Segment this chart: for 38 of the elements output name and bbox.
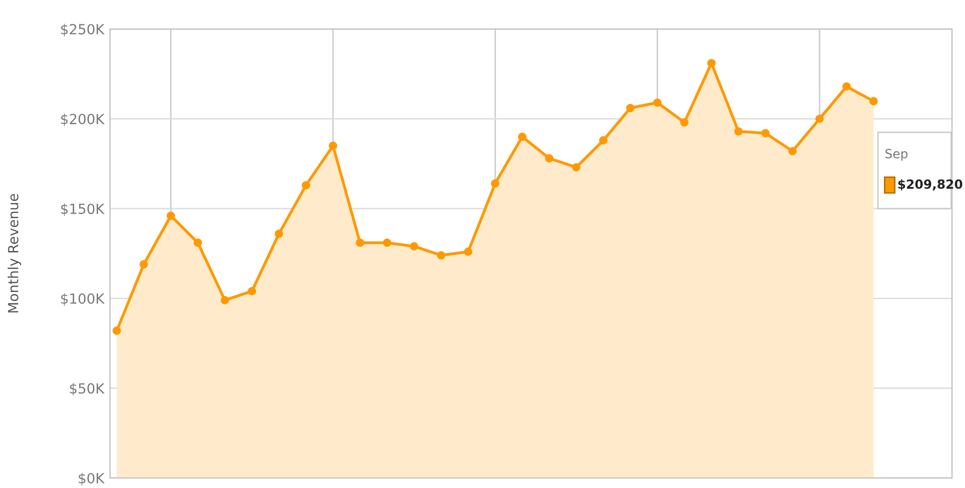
point (356, 238, 364, 247)
point (464, 248, 472, 256)
point (274, 230, 284, 238)
point (788, 146, 797, 156)
annotation: Sep (885, 148, 908, 161)
point (707, 58, 716, 68)
point (626, 104, 635, 112)
point (302, 181, 310, 190)
point (220, 296, 230, 304)
point (734, 127, 743, 136)
point (112, 326, 121, 335)
point (410, 242, 418, 250)
point (680, 118, 689, 127)
point (572, 163, 580, 172)
point (194, 238, 202, 247)
y-tick-label: $150K (61, 203, 105, 216)
text: $209,820 (898, 179, 962, 191)
point (545, 154, 554, 162)
point (248, 287, 256, 296)
point (518, 132, 526, 141)
point (491, 179, 500, 188)
point (599, 136, 608, 145)
y-tick-label: $100K (61, 293, 105, 306)
point (869, 96, 878, 106)
point (815, 114, 824, 123)
y-tick-label: $250K (61, 24, 105, 36)
point (761, 129, 770, 138)
point (140, 260, 148, 268)
y-axis-title: Monthly Revenue (8, 194, 22, 312)
point (842, 82, 851, 91)
point (653, 98, 662, 107)
point (328, 142, 338, 150)
y-tick-label: $0K (78, 472, 105, 486)
point (382, 238, 392, 247)
y-tick-label: $50K (70, 382, 105, 396)
y-tick-label: $200K (61, 114, 105, 126)
point (166, 212, 175, 220)
point (436, 251, 446, 260)
